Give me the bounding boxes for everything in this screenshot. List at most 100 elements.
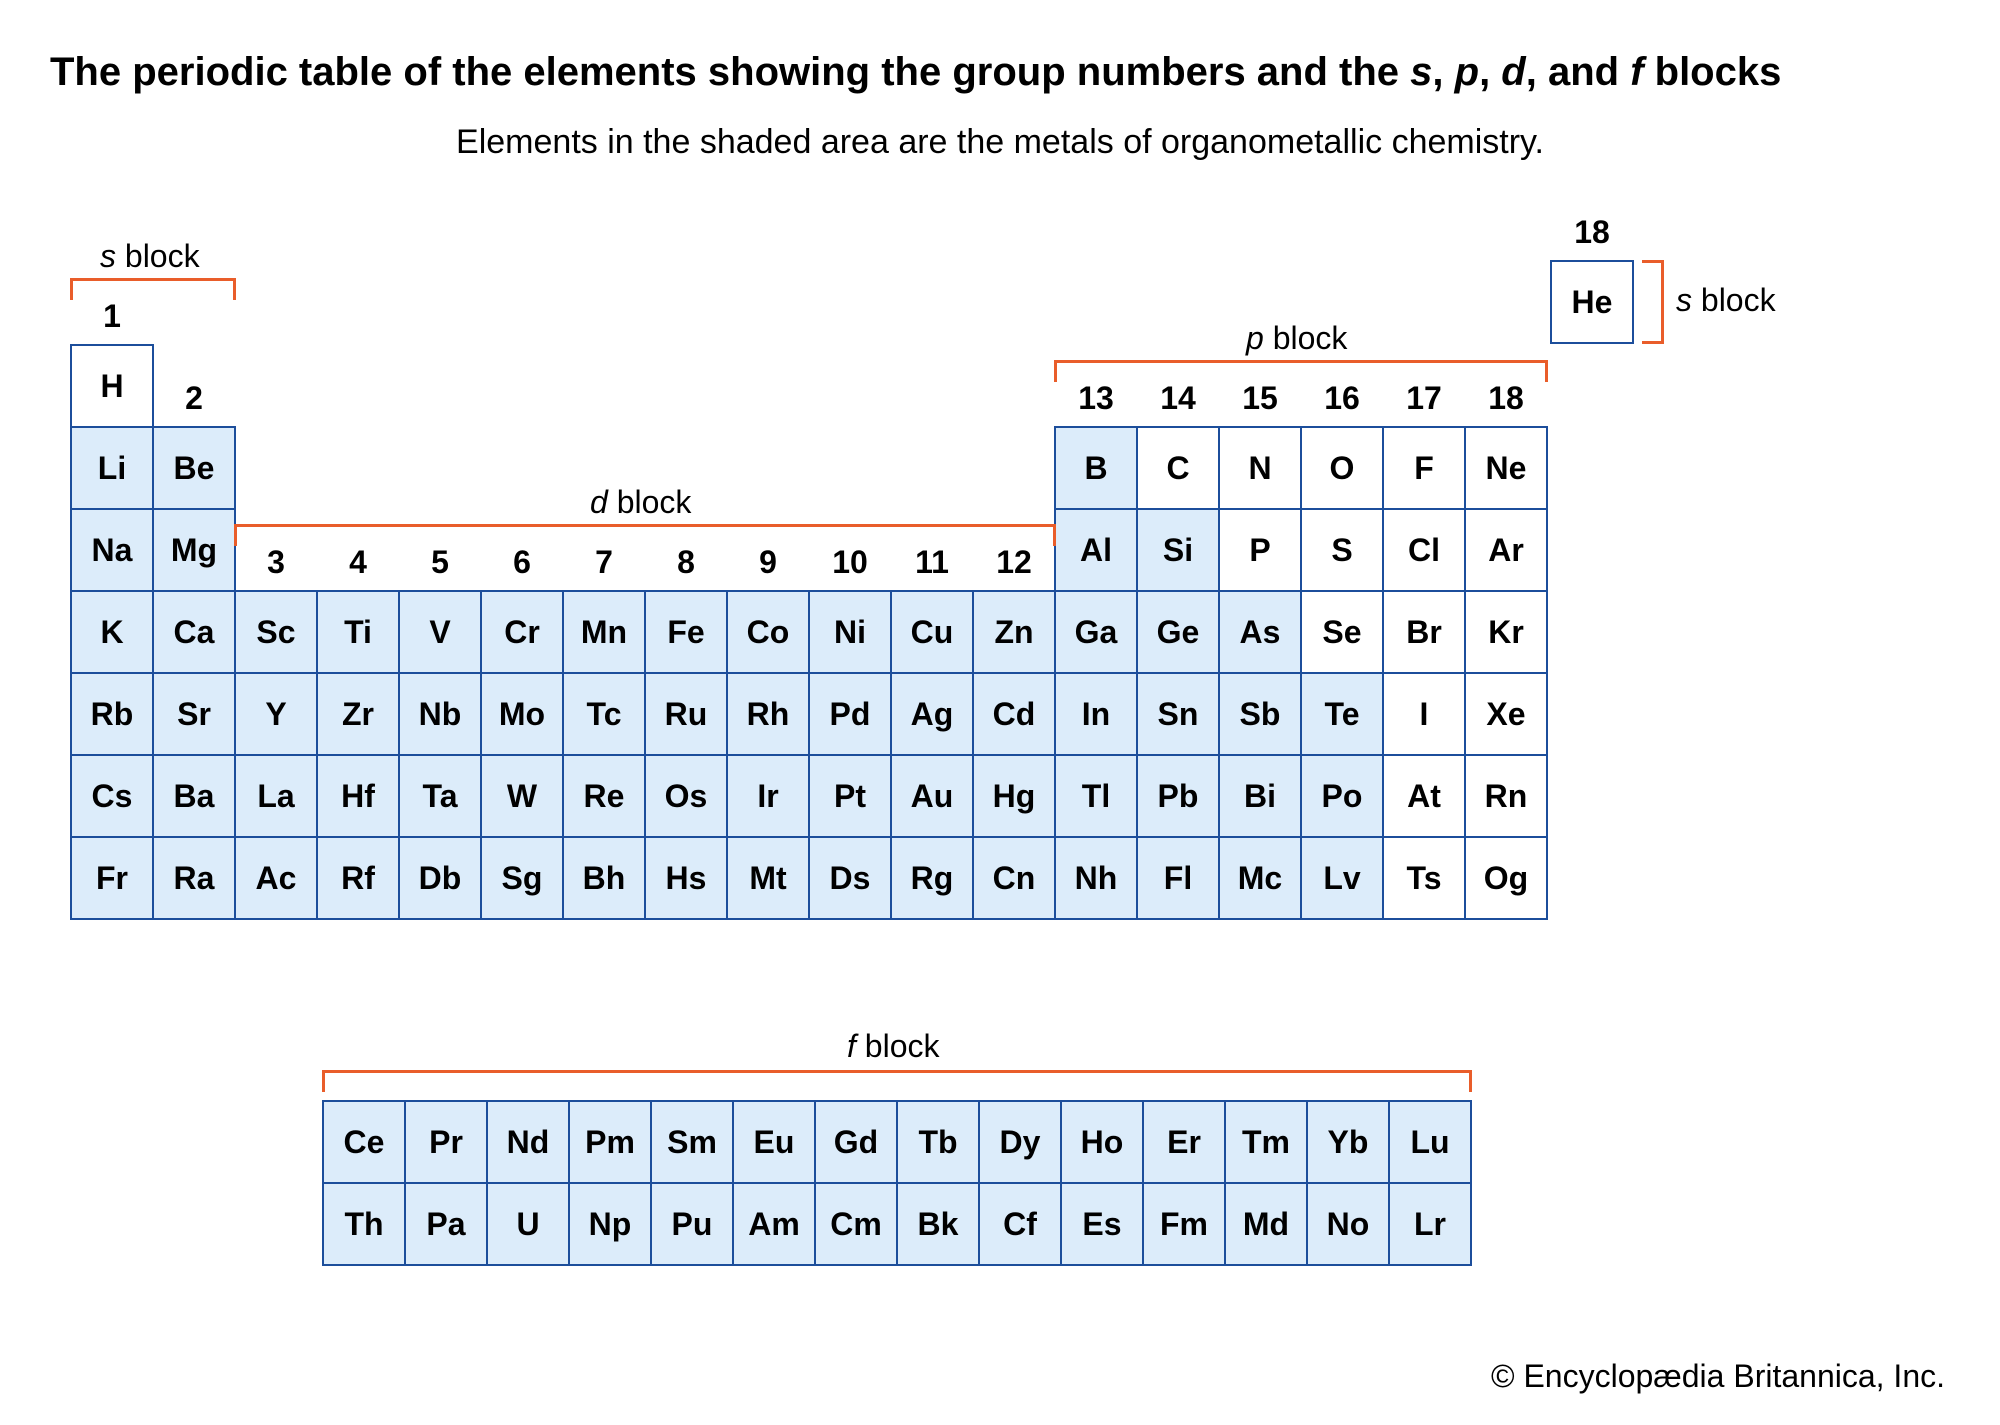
cell-H: H — [70, 344, 154, 428]
cell-Cr: Cr — [480, 590, 564, 674]
cell-Ac: Ac — [234, 836, 318, 920]
group-num-d-12: 12 — [974, 544, 1054, 581]
group-num-d-11: 11 — [892, 544, 972, 581]
cell-At: At — [1382, 754, 1466, 838]
cell-He: He — [1550, 260, 1634, 344]
cell-Rf: Rf — [316, 836, 400, 920]
cell-Te: Te — [1300, 672, 1384, 756]
cell-Ga: Ga — [1054, 590, 1138, 674]
cell-W: W — [480, 754, 564, 838]
cell-Ti: Ti — [316, 590, 400, 674]
cell-Rn: Rn — [1464, 754, 1548, 838]
cell-Tm: Tm — [1224, 1100, 1308, 1184]
title-s: s — [1410, 50, 1432, 94]
d-block-bracket — [234, 524, 1056, 546]
title-suffix: blocks — [1644, 50, 1782, 94]
cell-Rg: Rg — [890, 836, 974, 920]
cell-Er: Er — [1142, 1100, 1226, 1184]
cell-Co: Co — [726, 590, 810, 674]
cell-Mc: Mc — [1218, 836, 1302, 920]
cell-Cm: Cm — [814, 1182, 898, 1266]
cell-Y: Y — [234, 672, 318, 756]
title-prefix: The periodic table of the elements showi… — [50, 50, 1410, 94]
cell-Hg: Hg — [972, 754, 1056, 838]
cell-Sr: Sr — [152, 672, 236, 756]
cell-Nb: Nb — [398, 672, 482, 756]
cell-Ag: Ag — [890, 672, 974, 756]
cell-Es: Es — [1060, 1182, 1144, 1266]
page-root: The periodic table of the elements showi… — [0, 0, 2000, 1425]
cell-Pt: Pt — [808, 754, 892, 838]
group-num-18-he: 18 — [1552, 214, 1632, 251]
cell-Li: Li — [70, 426, 154, 510]
cell-Se: Se — [1300, 590, 1384, 674]
cell-Ru: Ru — [644, 672, 728, 756]
s-block-label-left: s block — [100, 238, 200, 275]
d-block-label: d block — [590, 484, 691, 521]
cell-Lr: Lr — [1388, 1182, 1472, 1266]
title-p: p — [1455, 50, 1479, 94]
cell-Xe: Xe — [1464, 672, 1548, 756]
cell-Yb: Yb — [1306, 1100, 1390, 1184]
cell-Hs: Hs — [644, 836, 728, 920]
cell-Mg: Mg — [152, 508, 236, 592]
cell-Rb: Rb — [70, 672, 154, 756]
cell-Cu: Cu — [890, 590, 974, 674]
cell-Np: Np — [568, 1182, 652, 1266]
group-num-p-14: 14 — [1138, 380, 1218, 417]
cell-Ni: Ni — [808, 590, 892, 674]
p-block-label: p block — [1246, 320, 1347, 357]
cell-Re: Re — [562, 754, 646, 838]
cell-Au: Au — [890, 754, 974, 838]
cell-Ts: Ts — [1382, 836, 1466, 920]
cell-N: N — [1218, 426, 1302, 510]
group-num-d-10: 10 — [810, 544, 890, 581]
cell-Sm: Sm — [650, 1100, 734, 1184]
cell-Al: Al — [1054, 508, 1138, 592]
group-num-d-8: 8 — [646, 544, 726, 581]
cell-Gd: Gd — [814, 1100, 898, 1184]
cell-Eu: Eu — [732, 1100, 816, 1184]
cell-V: V — [398, 590, 482, 674]
title-f: f — [1630, 50, 1643, 94]
group-num-p-18: 18 — [1466, 380, 1546, 417]
cell-Ca: Ca — [152, 590, 236, 674]
cell-Mn: Mn — [562, 590, 646, 674]
cell-Og: Og — [1464, 836, 1548, 920]
cell-B: B — [1054, 426, 1138, 510]
group-num-p-17: 17 — [1384, 380, 1464, 417]
cell-Bh: Bh — [562, 836, 646, 920]
cell-Pd: Pd — [808, 672, 892, 756]
cell-Bi: Bi — [1218, 754, 1302, 838]
cell-Ds: Ds — [808, 836, 892, 920]
cell-Br: Br — [1382, 590, 1466, 674]
cell-Ta: Ta — [398, 754, 482, 838]
page-subtitle: Elements in the shaded area are the meta… — [390, 123, 1610, 162]
cell-Am: Am — [732, 1182, 816, 1266]
cell-Ir: Ir — [726, 754, 810, 838]
cell-Sb: Sb — [1218, 672, 1302, 756]
cell-Tc: Tc — [562, 672, 646, 756]
cell-Pb: Pb — [1136, 754, 1220, 838]
cell-U: U — [486, 1182, 570, 1266]
cell-C: C — [1136, 426, 1220, 510]
cell-Nd: Nd — [486, 1100, 570, 1184]
cell-Mo: Mo — [480, 672, 564, 756]
cell-Kr: Kr — [1464, 590, 1548, 674]
cell-Fr: Fr — [70, 836, 154, 920]
cell-Tl: Tl — [1054, 754, 1138, 838]
cell-Th: Th — [322, 1182, 406, 1266]
title-d: d — [1501, 50, 1525, 94]
cell-La: La — [234, 754, 318, 838]
cell-Ne: Ne — [1464, 426, 1548, 510]
cell-Cn: Cn — [972, 836, 1056, 920]
cell-Pu: Pu — [650, 1182, 734, 1266]
group-num-d-9: 9 — [728, 544, 808, 581]
group-num-d-7: 7 — [564, 544, 644, 581]
cell-Na: Na — [70, 508, 154, 592]
cell-Ge: Ge — [1136, 590, 1220, 674]
cell-Lv: Lv — [1300, 836, 1384, 920]
cell-Ce: Ce — [322, 1100, 406, 1184]
group-num-p-16: 16 — [1302, 380, 1382, 417]
group-num-p-15: 15 — [1220, 380, 1300, 417]
